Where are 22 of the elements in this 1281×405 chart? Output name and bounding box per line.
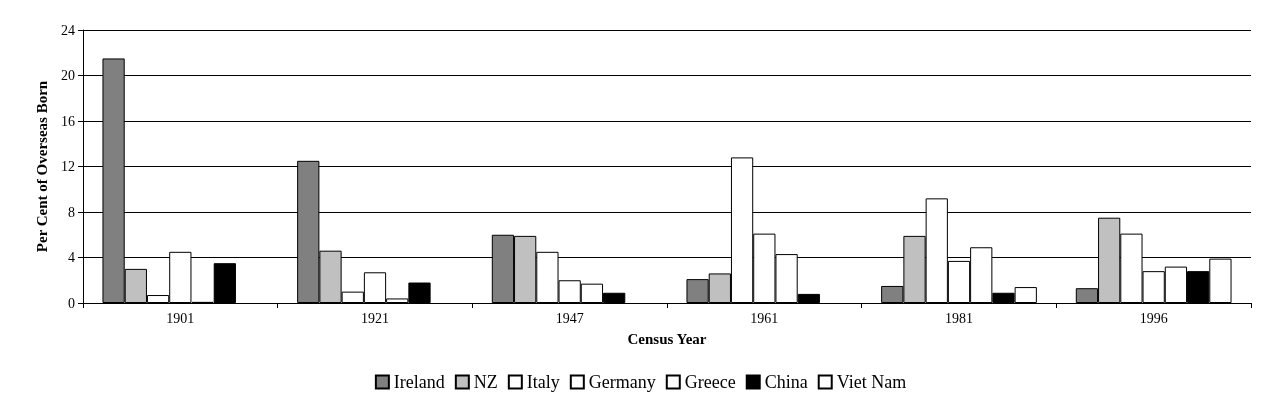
legend-label: NZ bbox=[473, 372, 498, 392]
x-tick-label: 1961 bbox=[750, 310, 779, 326]
y-axis-title: Per Cent of Overseas Born bbox=[33, 80, 50, 253]
legend-label: Viet Nam bbox=[836, 372, 907, 392]
legend-label: Germany bbox=[588, 372, 656, 392]
legend-label: Ireland bbox=[393, 372, 445, 392]
y-tick-label: 0 bbox=[68, 295, 75, 311]
x-tick-label: 1996 bbox=[1139, 310, 1168, 326]
legend-label: Greece bbox=[684, 372, 736, 392]
y-tick-label: 16 bbox=[61, 113, 75, 129]
x-tick-label: 1901 bbox=[166, 310, 195, 326]
y-tick-label: 4 bbox=[68, 250, 75, 265]
legend-label: China bbox=[764, 372, 808, 392]
x-tick-label: 1981 bbox=[945, 310, 973, 326]
y-tick-label: 8 bbox=[68, 204, 75, 220]
y-tick-label: 24 bbox=[61, 22, 75, 38]
x-tick-label: 1921 bbox=[361, 310, 389, 326]
y-tick-label: 12 bbox=[61, 159, 75, 174]
legend-label: Italy bbox=[526, 372, 560, 392]
y-tick-label: 20 bbox=[61, 68, 75, 83]
x-axis-title: Census Year bbox=[627, 330, 707, 347]
x-tick-label: 1947 bbox=[555, 310, 584, 326]
